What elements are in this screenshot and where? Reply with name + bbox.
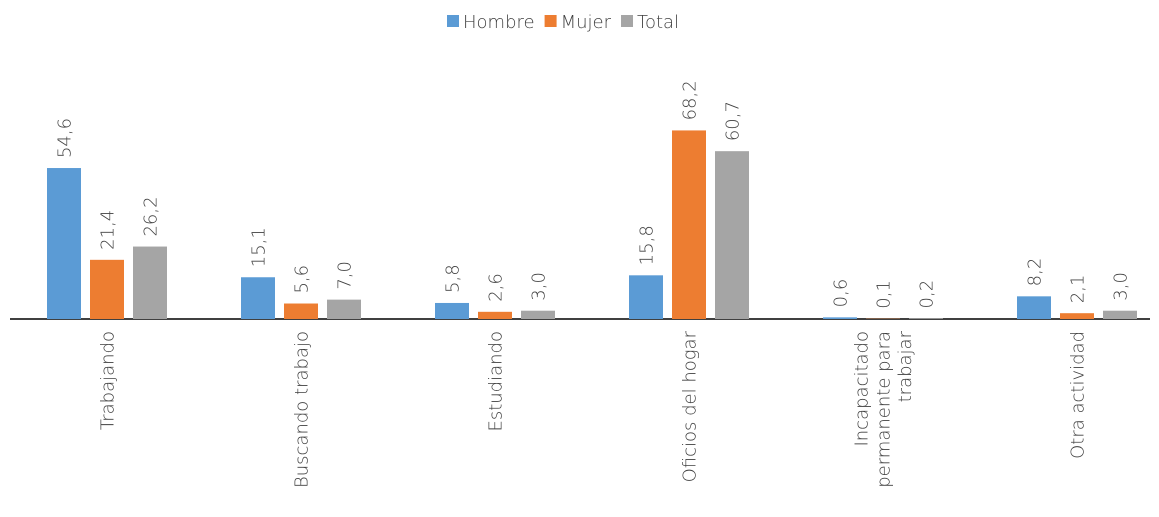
value-label: 21,4 [97,210,118,250]
bar [823,317,857,319]
legend-label: Hombre [463,12,535,33]
x-tick-label: Trabajando [97,331,118,430]
value-label: 3,0 [1110,272,1131,301]
bar [715,151,749,319]
value-label: 2,1 [1067,275,1088,304]
bar [629,275,663,319]
value-label: 15,8 [636,225,657,265]
value-label: 5,6 [291,265,312,294]
bar [327,299,361,319]
value-label: 26,2 [140,196,161,236]
bar [241,277,275,319]
bar [1017,296,1051,319]
bar [1060,313,1094,319]
value-label: 15,1 [248,227,269,267]
value-label: 2,6 [485,273,506,302]
bar [672,130,706,319]
bar [909,318,943,319]
bar [478,311,512,319]
value-label: 8,2 [1024,258,1045,287]
value-label: 5,8 [442,264,463,293]
value-label: 54,6 [54,118,75,158]
value-label: 0,1 [873,280,894,309]
bar [90,259,124,319]
bar [435,302,469,319]
x-tick-label: Oficios del hogar [679,330,700,482]
bar [521,310,555,319]
value-label: 0,6 [830,279,851,308]
value-label: 0,2 [916,280,937,309]
value-label: 68,2 [679,80,700,120]
bar [133,246,167,319]
legend-label: Mujer [561,12,612,33]
x-tick-label: Estudiando [485,331,506,432]
x-tick-label: Buscando trabajo [291,331,312,488]
value-label: 7,0 [334,261,355,290]
x-tick-label: Otra actividad [1067,331,1088,459]
legend-swatch [447,15,459,27]
bar [47,168,81,319]
bar [1103,310,1137,319]
x-tick-label: Incapacitadopermanente paratrabajar [852,330,916,487]
bar [284,303,318,319]
value-label: 60,7 [722,101,743,141]
legend-label: Total [637,12,679,33]
value-label: 3,0 [528,272,549,301]
legend-swatch [621,15,634,27]
legend-swatch [544,15,557,27]
